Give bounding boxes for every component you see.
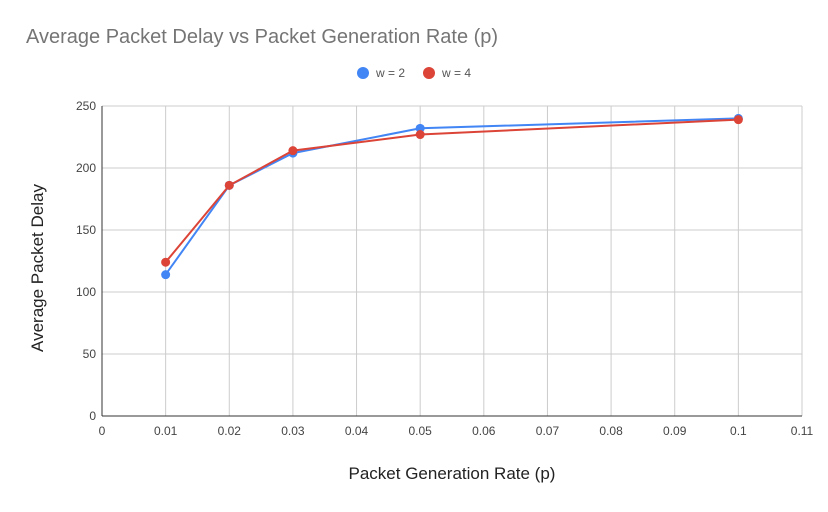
legend-item-series-1[interactable]: w = 2 (356, 66, 405, 80)
y-axis-title: Average Packet Delay (28, 184, 47, 352)
x-tick-label: 0.05 (409, 424, 433, 438)
series-2-point[interactable] (161, 257, 171, 267)
x-tick-label: 0.07 (536, 424, 560, 438)
y-tick-label: 50 (83, 347, 97, 361)
y-tick-label: 150 (76, 223, 96, 237)
y-tick-label: 100 (76, 285, 96, 299)
x-tick-label: 0.09 (663, 424, 687, 438)
legend-label-series-1: w = 2 (375, 66, 405, 80)
x-tick-label: 0.1 (730, 424, 747, 438)
series-1-point[interactable] (161, 270, 171, 280)
x-tick-label: 0.11 (791, 424, 814, 438)
legend: w = 2 w = 4 (0, 66, 828, 80)
x-tick-label: 0.03 (281, 424, 305, 438)
legend-marker-series-1 (356, 67, 369, 79)
series-2-point[interactable] (288, 146, 298, 156)
chart-title: Average Packet Delay vs Packet Generatio… (26, 26, 499, 48)
x-axis-title: Packet Generation Rate (p) (348, 464, 556, 483)
y-tick-label: 200 (76, 161, 96, 175)
series-2-line (164, 118, 739, 263)
x-tick-label: 0.06 (472, 424, 496, 438)
x-tick-label: 0.08 (599, 424, 623, 438)
series-2-point[interactable] (415, 130, 425, 140)
x-tick-label: 0.01 (154, 424, 178, 438)
x-tick-label: 0.04 (345, 424, 369, 438)
series-1-point[interactable] (415, 123, 425, 133)
series-1-line (164, 117, 739, 276)
legend-marker-series-2 (423, 67, 435, 79)
series-2-point[interactable] (224, 180, 234, 190)
series-2-point[interactable] (733, 115, 743, 125)
x-tick-label: 0 (99, 424, 106, 438)
legend-item-series-2[interactable]: w = 4 (423, 66, 471, 80)
y-tick-label: 0 (89, 409, 96, 423)
y-tick-label: 250 (76, 99, 96, 113)
legend-label-series-2: w = 4 (442, 66, 472, 80)
x-tick-label: 0.02 (218, 424, 242, 438)
